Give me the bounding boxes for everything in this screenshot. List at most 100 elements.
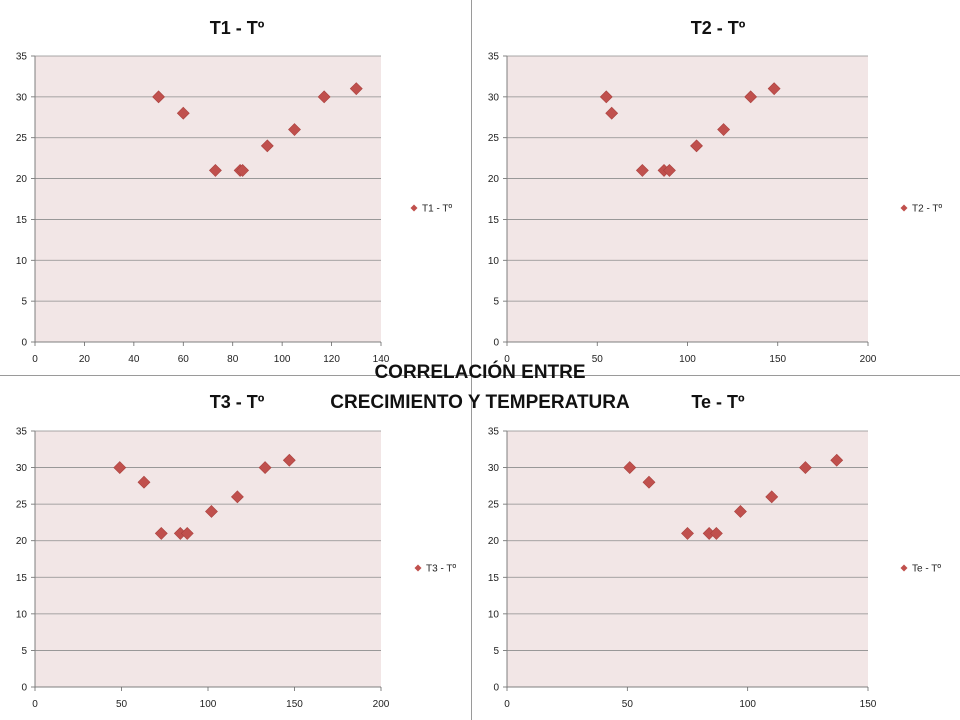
chart-title: T1 - Tº — [210, 18, 265, 38]
y-tick-label: 25 — [488, 500, 500, 511]
data-point — [717, 123, 731, 136]
scatter-chart-te: Te - Tº 0 5 10 15 20 25 30 35 0 50 100 150 Te - Tº — [488, 392, 942, 710]
y-tick-label: 15 — [488, 573, 500, 584]
x-tick-label: 0 — [504, 354, 510, 365]
y-tick-label: 20 — [488, 536, 500, 547]
y-tick-label: 5 — [493, 646, 499, 657]
data-point — [744, 90, 758, 104]
scatter-chart-t3: T3 - Tº 0 5 10 15 20 25 30 35 0 50 100 150 200 T3 - Tº — [16, 392, 457, 710]
x-tick-label: 140 — [373, 354, 390, 365]
y-tick-label: 30 — [16, 463, 28, 474]
data-point — [152, 90, 165, 104]
x-tick-label: 150 — [860, 699, 877, 710]
y-tick-label: 0 — [493, 338, 499, 349]
y-tick-label: 10 — [16, 256, 28, 267]
y-tick-label: 30 — [16, 92, 28, 103]
y-tick-label: 20 — [16, 174, 28, 185]
legend-label: T1 - Tº — [422, 204, 452, 215]
y-tick-label: 5 — [493, 297, 499, 308]
data-point — [681, 526, 694, 540]
x-tick-label: 50 — [622, 699, 634, 710]
data-point — [236, 163, 250, 177]
y-tick-label: 35 — [16, 52, 28, 63]
legend-marker — [410, 204, 418, 212]
overlay-title: CORRELACIÓN ENTRE CRECIMIENTO Y TEMPERAT… — [280, 358, 680, 418]
plot-area — [35, 56, 381, 342]
y-tick-label: 25 — [488, 133, 500, 144]
chart-title: Te - Tº — [691, 392, 745, 412]
legend-label: T3 - Tº — [426, 564, 456, 575]
data-point — [349, 82, 363, 96]
data-point — [230, 490, 244, 504]
data-point — [635, 163, 649, 177]
data-point — [113, 461, 127, 474]
data-point — [599, 90, 613, 104]
data-point — [767, 82, 781, 96]
legend-marker — [414, 564, 422, 572]
legend-marker — [900, 204, 908, 212]
data-point — [154, 526, 168, 540]
chart-panel-t1: T1 - Tº 0 5 10 15 20 25 30 35 0 20 40 60 80 100 120 140 T… — [0, 0, 472, 376]
data-point — [623, 461, 637, 474]
data-point — [180, 526, 194, 540]
overlay-title-line2: CRECIMIENTO Y TEMPERATURA — [330, 392, 630, 413]
y-tick-label: 20 — [16, 536, 28, 547]
chart-title: T2 - Tº — [691, 18, 746, 38]
data-point — [282, 453, 296, 467]
data-point — [208, 163, 222, 177]
x-tick-label: 0 — [32, 699, 38, 710]
y-tick-label: 10 — [488, 609, 500, 620]
legend-label: Te - Tº — [912, 564, 941, 575]
chart-panel-t2: T2 - Tº 0 5 10 15 20 25 30 35 0 50 100 150 200 T2 - Tº — [472, 0, 960, 376]
data-point — [205, 505, 218, 518]
y-tick-label: 30 — [488, 92, 500, 103]
data-point — [176, 106, 190, 120]
x-tick-label: 200 — [860, 354, 877, 365]
x-tick-label: 200 — [373, 699, 390, 710]
x-tick-label: 20 — [79, 354, 91, 365]
y-tick-label: 15 — [16, 215, 28, 226]
x-tick-label: 100 — [739, 699, 756, 710]
y-tick-label: 25 — [16, 500, 28, 511]
data-point — [799, 461, 812, 474]
y-tick-label: 10 — [16, 609, 28, 620]
x-tick-label: 120 — [323, 354, 340, 365]
y-tick-label: 20 — [488, 174, 500, 185]
x-tick-label: 50 — [592, 354, 604, 365]
x-tick-label: 50 — [116, 699, 128, 710]
y-tick-label: 15 — [16, 573, 28, 584]
data-point — [765, 490, 779, 504]
y-tick-label: 0 — [21, 338, 27, 349]
chart-panel-te: Te - Tº 0 5 10 15 20 25 30 35 0 50 100 150 Te - Tº — [472, 376, 960, 720]
y-tick-label: 0 — [493, 683, 499, 694]
scatter-chart-t2: T2 - Tº 0 5 10 15 20 25 30 35 0 50 100 150 200 T2 - Tº — [488, 18, 943, 365]
data-point — [137, 475, 151, 489]
x-tick-label: 100 — [274, 354, 291, 365]
data-point — [258, 461, 272, 474]
legend-label: T2 - Tº — [912, 204, 942, 215]
y-tick-label: 30 — [488, 463, 500, 474]
x-tick-label: 0 — [32, 354, 38, 365]
x-tick-label: 150 — [286, 699, 303, 710]
x-tick-label: 80 — [227, 354, 239, 365]
data-point — [690, 139, 703, 153]
legend-marker — [900, 564, 908, 572]
data-point — [709, 526, 723, 540]
chart-panel-t3: T3 - Tº 0 5 10 15 20 25 30 35 0 50 100 150 200 T3 - Tº — [0, 376, 472, 720]
x-tick-label: 0 — [504, 699, 510, 710]
y-tick-label: 5 — [21, 297, 27, 308]
y-tick-label: 35 — [488, 427, 500, 438]
data-point — [317, 90, 331, 104]
x-tick-label: 40 — [128, 354, 140, 365]
x-tick-label: 100 — [679, 354, 696, 365]
data-point — [663, 163, 676, 177]
y-tick-label: 5 — [21, 646, 27, 657]
data-point — [605, 106, 619, 120]
y-tick-label: 35 — [16, 427, 28, 438]
data-point — [642, 475, 656, 489]
x-tick-label: 100 — [200, 699, 217, 710]
plot-area — [35, 431, 381, 687]
data-point — [830, 453, 844, 467]
overlay-title-line1: CORRELACIÓN ENTRE — [374, 362, 586, 383]
data-point — [734, 505, 747, 518]
